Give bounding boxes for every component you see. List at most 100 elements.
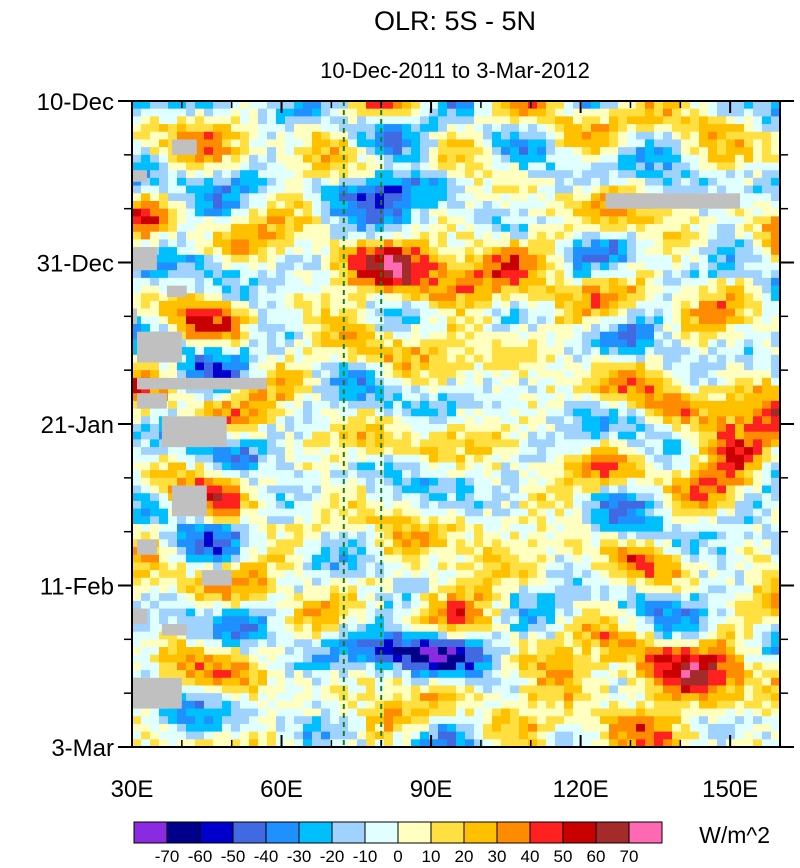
heatmap-cell [384, 139, 394, 148]
heatmap-cell [690, 216, 700, 225]
heatmap-cell [564, 362, 574, 371]
heatmap-cell [429, 124, 439, 133]
heatmap-cell [393, 131, 403, 141]
heatmap-cell [321, 547, 331, 556]
heatmap-cell [420, 324, 430, 333]
heatmap-cell [303, 200, 313, 210]
heatmap-cell [726, 500, 736, 510]
heatmap-cell [762, 316, 772, 325]
heatmap-cell [447, 193, 457, 202]
heatmap-cell [681, 370, 691, 379]
heatmap-cell [726, 331, 736, 340]
heatmap-cell [528, 339, 538, 348]
heatmap-cell [636, 539, 646, 548]
heatmap-cell [420, 262, 430, 271]
heatmap-cell [753, 493, 763, 502]
heatmap-cell [708, 247, 718, 256]
heatmap-cell [375, 477, 385, 487]
heatmap-cell [708, 416, 718, 425]
heatmap-cell [555, 262, 565, 271]
heatmap-cell [528, 531, 538, 540]
heatmap-cell [366, 562, 376, 571]
heatmap-cell [654, 124, 664, 133]
heatmap-cell [501, 139, 511, 148]
heatmap-cell [726, 339, 736, 348]
heatmap-cell [699, 331, 709, 340]
heatmap-cell [411, 354, 421, 364]
heatmap-cell [393, 339, 403, 348]
heatmap-cell [699, 262, 709, 271]
heatmap-cell [699, 239, 709, 248]
heatmap-cell [708, 216, 718, 225]
heatmap-cell [186, 247, 196, 256]
heatmap-cell [537, 516, 547, 525]
heatmap-cell [195, 254, 205, 264]
heatmap-cell [600, 285, 610, 294]
heatmap-cell [546, 508, 556, 517]
heatmap-cell [411, 101, 421, 110]
heatmap-cell [312, 362, 322, 371]
heatmap-cell [645, 124, 655, 133]
heatmap-cell [555, 470, 565, 479]
heatmap-cell [537, 208, 547, 217]
heatmap-cell [312, 562, 322, 571]
heatmap-cell [321, 300, 331, 310]
heatmap-cell [717, 362, 727, 371]
heatmap-cell [501, 600, 511, 610]
heatmap-cell [483, 424, 493, 433]
heatmap-cell [681, 154, 691, 164]
heatmap-cell [429, 108, 439, 117]
heatmap-cell [690, 108, 700, 117]
heatmap-cell [258, 547, 268, 556]
heatmap-cell [672, 177, 682, 187]
heatmap-cell [618, 162, 628, 171]
heatmap-cell [717, 277, 727, 287]
heatmap-cell [159, 185, 169, 194]
heatmap-cell [141, 500, 151, 510]
heatmap-cell [726, 516, 736, 525]
heatmap-cell [276, 462, 286, 471]
heatmap-cell [690, 393, 700, 402]
heatmap-cell [303, 608, 313, 617]
heatmap-cell [258, 623, 268, 633]
heatmap-cell [753, 208, 763, 217]
heatmap-cell [240, 285, 250, 294]
heatmap-cell [240, 101, 250, 110]
heatmap-cell [312, 393, 322, 402]
heatmap-cell [609, 270, 619, 279]
heatmap-cell [438, 439, 448, 448]
heatmap-cell [204, 293, 214, 302]
heatmap-cell [249, 485, 259, 494]
heatmap-cell [600, 424, 610, 433]
heatmap-cell [555, 385, 565, 394]
heatmap-cell [132, 570, 142, 579]
heatmap-cell [429, 177, 439, 187]
heatmap-cell [627, 416, 637, 425]
heatmap-cell [465, 354, 475, 364]
heatmap-cell [294, 101, 304, 110]
heatmap-cell [555, 124, 565, 133]
heatmap-cell [195, 447, 205, 456]
heatmap-cell [564, 216, 574, 225]
heatmap-cell [258, 193, 268, 202]
heatmap-cell [330, 300, 340, 310]
heatmap-cell [366, 208, 376, 217]
heatmap-cell [294, 508, 304, 517]
heatmap-cell [582, 293, 592, 302]
heatmap-cell [663, 362, 673, 371]
heatmap-cell [294, 354, 304, 364]
heatmap-cell [555, 224, 565, 233]
heatmap-cell [474, 500, 484, 510]
heatmap-cell [726, 300, 736, 310]
heatmap-cell [564, 224, 574, 233]
heatmap-cell [231, 500, 241, 510]
heatmap-cell [519, 224, 529, 233]
heatmap-cell [222, 101, 232, 110]
heatmap-cell [204, 408, 214, 417]
heatmap-cell [546, 354, 556, 364]
heatmap-cell [645, 485, 655, 494]
heatmap-cell [564, 185, 574, 194]
heatmap-cell [636, 354, 646, 364]
heatmap-cell [528, 485, 538, 494]
heatmap-cell [321, 316, 331, 325]
